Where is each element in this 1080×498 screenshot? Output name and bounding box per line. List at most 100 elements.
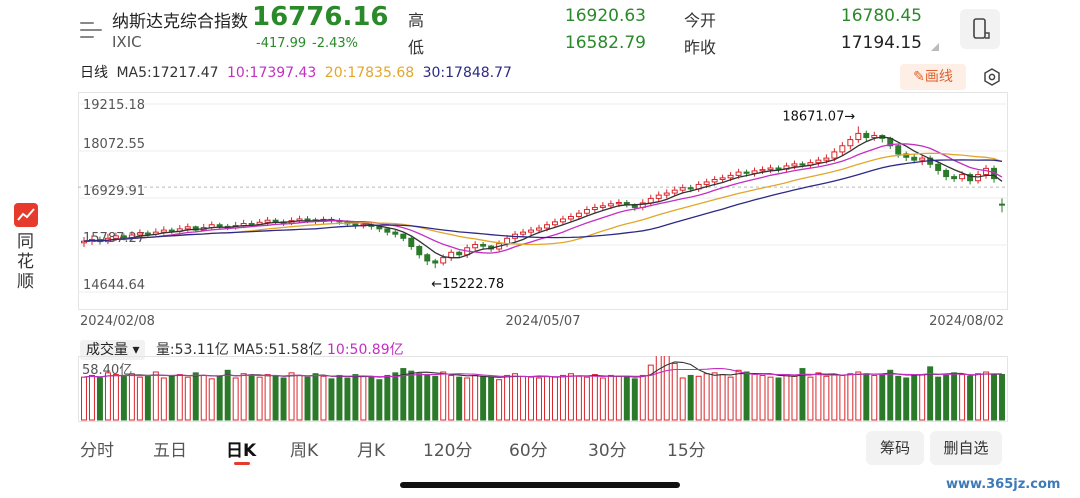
volume-bar [679, 377, 686, 421]
volume-bar [711, 372, 718, 421]
volume-y-tick: 58.40亿 [82, 363, 132, 378]
home-indicator [400, 482, 680, 488]
high-label: 高 [408, 11, 425, 30]
candle-up [528, 229, 535, 233]
candle-up [559, 218, 566, 223]
volume-bar [647, 364, 654, 421]
menu-icon[interactable] [80, 20, 102, 40]
period-label: 日线 [80, 65, 108, 81]
volume-bar [432, 375, 439, 421]
ma5-line [83, 136, 1003, 259]
candle-down [248, 222, 255, 225]
tab-intraday[interactable]: 分时 [80, 441, 114, 461]
candle-up [551, 221, 558, 226]
indicator-select[interactable]: 成交量 ▾ [80, 340, 146, 360]
candle-up [536, 227, 542, 231]
tab-daily-k[interactable]: 日K [226, 441, 257, 461]
volume-bar [703, 373, 710, 421]
candle-up [703, 181, 710, 185]
volume-bar [416, 373, 423, 421]
candle-up [831, 151, 838, 159]
volume-bar [855, 371, 862, 421]
high-value: 16920.63 [564, 6, 646, 26]
volume-ma5: MA5:51.58亿 [233, 342, 323, 358]
candle-up [591, 206, 598, 211]
candle-up [599, 205, 606, 208]
volume-bar [320, 375, 327, 421]
volume-bar [975, 373, 982, 421]
volume-bar [368, 376, 375, 421]
ma10-label: 10:17397.43 [227, 65, 317, 81]
chips-button[interactable]: 筹码 [866, 431, 924, 465]
candle-down [775, 167, 782, 170]
volume-bar [304, 376, 311, 421]
app-name-char: 顺 [17, 272, 34, 292]
volume-bar [448, 374, 455, 421]
tab-monthly-k[interactable]: 月K [357, 441, 386, 461]
volume-bar [280, 377, 287, 421]
volume-bar [288, 372, 295, 421]
volume-bar [759, 374, 766, 421]
volume-bar [623, 376, 630, 421]
kline-chart[interactable]: 19215.1818072.5516929.9115787.2714644.64… [78, 92, 1008, 332]
candle-down [400, 233, 407, 239]
volume-bar [400, 368, 407, 421]
candle-up [440, 257, 447, 264]
tab-60min[interactable]: 60分 [509, 441, 548, 461]
open-value: 16780.45 [840, 6, 922, 26]
volume-bar [336, 374, 343, 421]
landscape-button[interactable] [960, 9, 1000, 49]
volume-ma10: 10:50.89亿 [327, 342, 404, 358]
volume-bar [544, 375, 550, 421]
tab-five-day[interactable]: 五日 [153, 441, 187, 461]
volume-bar [488, 376, 495, 421]
volume-bar [767, 376, 774, 421]
remove-watchlist-button[interactable]: 删自选 [930, 431, 1002, 465]
low-label: 低 [408, 38, 425, 57]
volume-bar [999, 373, 1005, 421]
volume-bar [967, 375, 974, 421]
volume-bar [887, 369, 894, 421]
volume-bar [727, 376, 734, 421]
settings-hex-icon[interactable] [983, 68, 1001, 86]
tab-120min[interactable]: 120分 [423, 441, 473, 461]
volume-bar [328, 378, 335, 421]
volume-bar [160, 377, 167, 421]
volume-bar [232, 377, 239, 421]
candle-down [967, 174, 974, 182]
volume-bar [719, 374, 726, 421]
candle-down [935, 163, 942, 171]
candle-up [959, 174, 966, 180]
candle-up [160, 229, 167, 233]
tab-30min[interactable]: 30分 [588, 441, 627, 461]
volume-bar [376, 379, 383, 421]
tab-15min[interactable]: 15分 [667, 441, 706, 461]
volume-bar [575, 375, 582, 421]
candle-down [456, 251, 463, 256]
volume-bar [815, 372, 822, 421]
candle-down [687, 187, 694, 190]
x-tick-label: 2024/02/08 [80, 314, 155, 329]
candle-up [520, 231, 527, 235]
volume-bar [863, 373, 870, 421]
x-tick-label: 2024/05/07 [506, 314, 581, 329]
candle-up [823, 157, 830, 161]
candle-up [759, 169, 766, 172]
volume-bar [631, 378, 638, 421]
candle-up [567, 216, 574, 220]
prev-close-label: 昨收 [684, 38, 717, 57]
open-label: 今开 [684, 11, 717, 30]
candle-up [472, 243, 479, 249]
volume-bar [783, 374, 790, 421]
volume-value: 量:53.11亿 [155, 342, 229, 358]
volume-bar [184, 376, 191, 421]
candle-down [144, 232, 151, 235]
draw-line-button[interactable]: ✎画线 [900, 64, 966, 90]
draw-line-label: 画线 [924, 69, 953, 85]
ma5-label: MA5:17217.47 [116, 65, 219, 81]
volume-bar [224, 369, 231, 421]
candle-up [663, 192, 670, 196]
tab-weekly-k[interactable]: 周K [290, 441, 319, 461]
volume-bar [176, 374, 183, 421]
volume-bar [567, 373, 574, 421]
